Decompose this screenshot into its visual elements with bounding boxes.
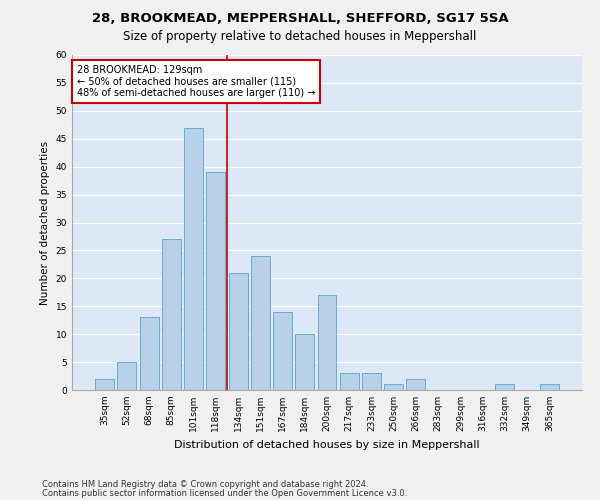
Bar	[362, 373, 381, 390]
Text: 28, BROOKMEAD, MEPPERSHALL, SHEFFORD, SG17 5SA: 28, BROOKMEAD, MEPPERSHALL, SHEFFORD, SG…	[92, 12, 508, 26]
Bar	[340, 373, 359, 390]
X-axis label: Distribution of detached houses by size in Meppershall: Distribution of detached houses by size …	[174, 440, 480, 450]
Bar	[140, 318, 158, 390]
Bar	[95, 379, 114, 390]
Bar	[118, 362, 136, 390]
Bar	[384, 384, 403, 390]
Bar	[251, 256, 270, 390]
Text: Contains HM Land Registry data © Crown copyright and database right 2024.: Contains HM Land Registry data © Crown c…	[42, 480, 368, 489]
Text: Contains public sector information licensed under the Open Government Licence v3: Contains public sector information licen…	[42, 488, 407, 498]
Y-axis label: Number of detached properties: Number of detached properties	[40, 140, 50, 304]
Bar	[406, 379, 425, 390]
Bar	[273, 312, 292, 390]
Text: 28 BROOKMEAD: 129sqm
← 50% of detached houses are smaller (115)
48% of semi-deta: 28 BROOKMEAD: 129sqm ← 50% of detached h…	[77, 65, 316, 98]
Bar	[540, 384, 559, 390]
Bar	[229, 273, 248, 390]
Text: Size of property relative to detached houses in Meppershall: Size of property relative to detached ho…	[124, 30, 476, 43]
Bar	[162, 240, 181, 390]
Bar	[206, 172, 225, 390]
Bar	[317, 295, 337, 390]
Bar	[295, 334, 314, 390]
Bar	[184, 128, 203, 390]
Bar	[496, 384, 514, 390]
